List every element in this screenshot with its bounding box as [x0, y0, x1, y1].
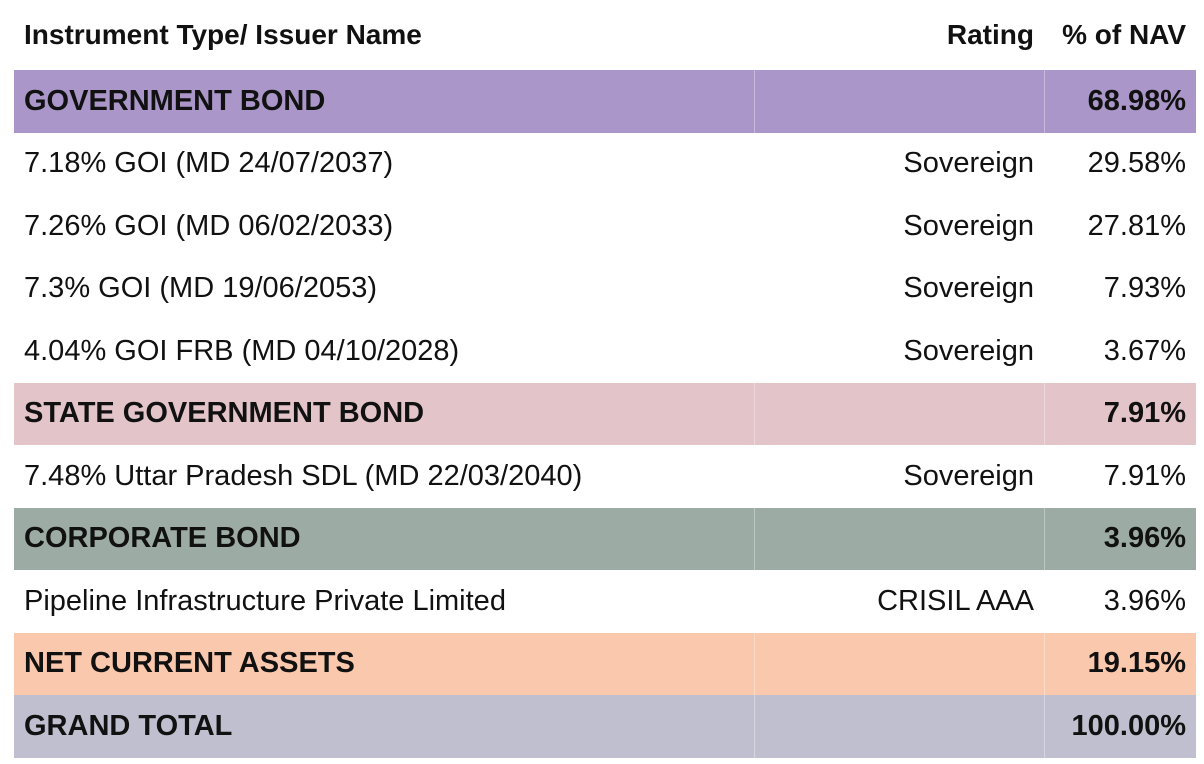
instrument-name: NET CURRENT ASSETS — [24, 647, 355, 680]
table-row: 7.3% GOI (MD 19/06/2053) Sovereign 7.93% — [14, 257, 1196, 320]
rating: Sovereign — [903, 334, 1034, 367]
instrument-name: 7.26% GOI (MD 06/02/2033) — [24, 209, 394, 242]
instrument-name: 7.48% Uttar Pradesh SDL (MD 22/03/2040) — [24, 459, 583, 492]
section-row: STATE GOVERNMENT BOND 7.91% — [14, 382, 1196, 445]
rating — [754, 70, 1032, 133]
table-row: 7.26% GOI (MD 06/02/2033) Sovereign 27.81% — [14, 195, 1196, 258]
nav-percent: 3.67% — [1103, 334, 1186, 367]
nav-percent: 68.98% — [1044, 70, 1196, 133]
rating — [754, 382, 1032, 445]
nav-percent: 29.58% — [1087, 147, 1186, 180]
instrument-name: 7.3% GOI (MD 19/06/2053) — [24, 272, 377, 305]
rating: Sovereign — [903, 272, 1034, 305]
rating: Sovereign — [903, 147, 1034, 180]
table-row: 4.04% GOI FRB (MD 04/10/2028) Sovereign 3.… — [14, 320, 1196, 383]
rating — [754, 507, 1032, 570]
instrument-name: 7.18% GOI (MD 24/07/2037) — [24, 147, 394, 180]
instrument-name: GOVERNMENT BOND — [24, 84, 326, 117]
nav-percent: 19.15% — [1044, 632, 1196, 695]
nav-percent: 27.81% — [1087, 209, 1186, 242]
section-row: NET CURRENT ASSETS 19.15% — [14, 632, 1196, 695]
section-row: GOVERNMENT BOND 68.98% — [14, 70, 1196, 133]
nav-percent: 100.00% — [1044, 695, 1196, 758]
table-body: GOVERNMENT BOND 68.98% 7.18% GOI (MD 24/07… — [14, 70, 1196, 758]
instrument-name: Pipeline Infrastructure Private Limited — [24, 584, 506, 617]
rating — [754, 695, 1032, 758]
nav-percent: 7.91% — [1103, 459, 1186, 492]
rating: Sovereign — [903, 209, 1034, 242]
table-header: Instrument Type/ Issuer Name Rating % of… — [14, 0, 1196, 70]
rating — [754, 632, 1032, 695]
instrument-name: 4.04% GOI FRB (MD 04/10/2028) — [24, 334, 460, 367]
header-rating: Rating — [946, 19, 1034, 50]
table-row: Pipeline Infrastructure Private Limited C… — [14, 570, 1196, 633]
rating: CRISIL AAA — [877, 584, 1034, 617]
instrument-name: CORPORATE BOND — [24, 522, 301, 555]
instrument-name: STATE GOVERNMENT BOND — [24, 397, 425, 430]
table-row: 7.18% GOI (MD 24/07/2037) Sovereign 29.58% — [14, 132, 1196, 195]
instrument-name: GRAND TOTAL — [24, 709, 233, 742]
section-row: GRAND TOTAL 100.00% — [14, 695, 1196, 758]
section-row: CORPORATE BOND 3.96% — [14, 507, 1196, 570]
header-nav: % of NAV — [1062, 19, 1186, 50]
nav-percent: 7.93% — [1103, 272, 1186, 305]
header-instrument: Instrument Type/ Issuer Name — [24, 19, 422, 50]
table-row: 7.48% Uttar Pradesh SDL (MD 22/03/2040) S… — [14, 445, 1196, 508]
nav-percent: 7.91% — [1044, 382, 1196, 445]
nav-percent: 3.96% — [1044, 507, 1196, 570]
rating: Sovereign — [903, 459, 1034, 492]
nav-percent: 3.96% — [1103, 584, 1186, 617]
